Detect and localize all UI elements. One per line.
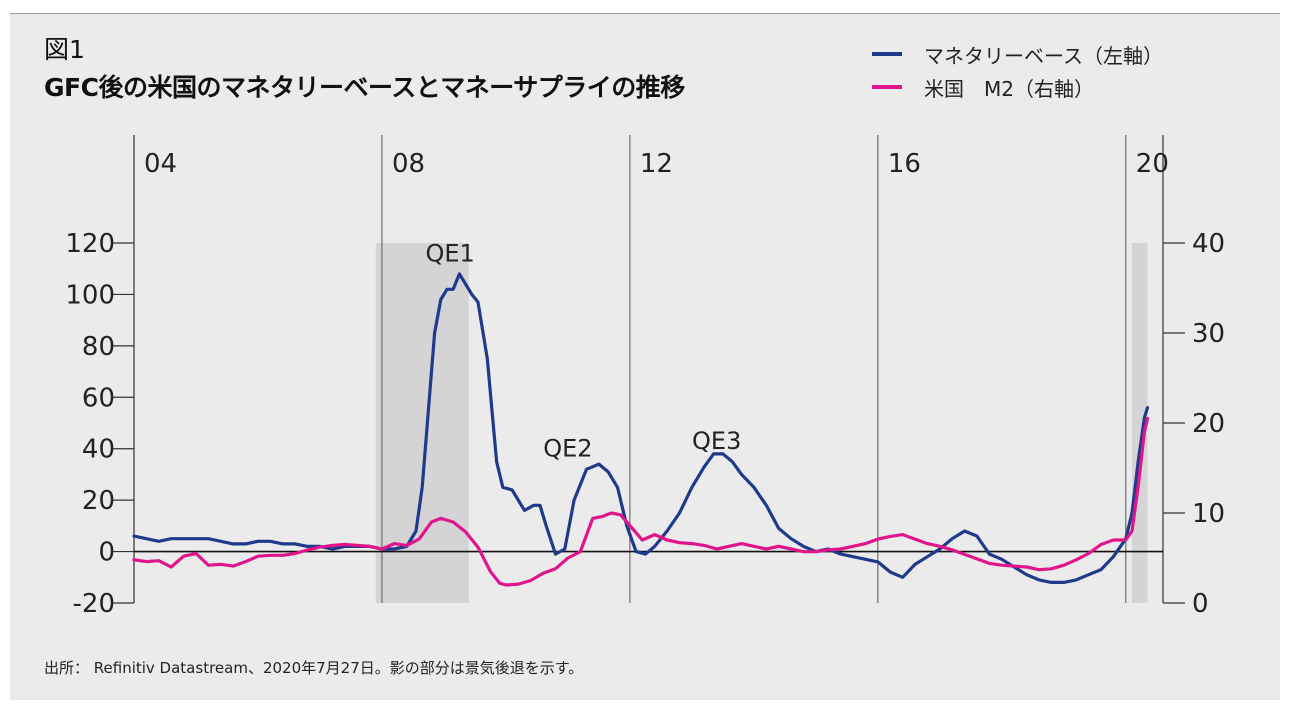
right-tick-label: 40 [1192, 229, 1225, 259]
series-line-monetary-base [132, 272, 1150, 585]
figure-label: 図1 [44, 35, 85, 64]
legend-item-m2: 米国 M2（右軸） [872, 75, 1094, 101]
annotation-qe2: QE2 [543, 435, 592, 463]
legend-item-monetary-base: マネタリーベース（左軸） [872, 42, 1163, 68]
top-rule [10, 13, 1280, 14]
left-tick-label: 60 [82, 383, 115, 413]
year-label-04: 04 [144, 149, 177, 179]
left-tick-label: 20 [82, 486, 115, 516]
legend-label-monetary-base: マネタリーベース（左軸） [924, 43, 1163, 68]
left-tick-label: 80 [82, 332, 115, 362]
right-tick-label: 0 [1192, 589, 1209, 619]
year-label-08: 08 [392, 149, 425, 179]
legend-swatch-m2 [872, 85, 902, 89]
chart-title: GFC後の米国のマネタリーベースとマネーサプライの推移 [44, 73, 685, 102]
right-tick-label: 20 [1192, 409, 1225, 439]
year-label-12: 12 [640, 149, 673, 179]
chart-panel [10, 14, 1280, 700]
legend-swatch-monetary-base [872, 52, 902, 56]
annotation-qe3: QE3 [692, 427, 741, 455]
recession-band-0 [375, 243, 469, 603]
series-line-m2 [132, 416, 1150, 587]
left-tick-label: 120 [65, 229, 115, 259]
annotation-qe1: QE1 [425, 239, 474, 267]
right-tick-label: 10 [1192, 499, 1225, 529]
year-label-20: 20 [1136, 149, 1169, 179]
year-label-16: 16 [888, 149, 921, 179]
left-tick-label: 40 [82, 435, 115, 465]
legend-label-m2: 米国 M2（右軸） [924, 76, 1094, 101]
right-tick-label: 30 [1192, 319, 1225, 349]
left-tick-label: 100 [65, 280, 115, 310]
source-note: 出所： Refinitiv Datastream、2020年7月27日。影の部分… [44, 659, 584, 677]
left-tick-label: 0 [98, 538, 115, 568]
left-tick-label: -20 [73, 589, 115, 619]
